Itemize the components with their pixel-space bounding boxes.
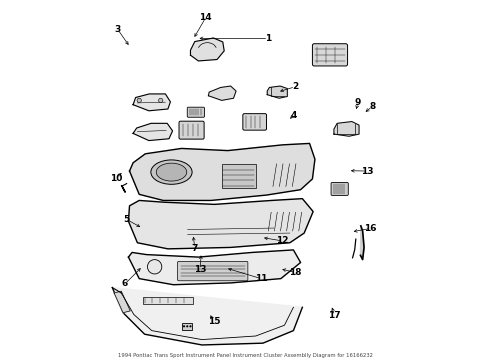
Text: 18: 18 xyxy=(289,268,301,277)
Ellipse shape xyxy=(156,163,187,181)
FancyBboxPatch shape xyxy=(179,121,204,139)
FancyBboxPatch shape xyxy=(331,183,348,195)
Bar xyxy=(221,164,256,188)
FancyBboxPatch shape xyxy=(177,261,248,281)
Circle shape xyxy=(183,325,185,327)
Text: 15: 15 xyxy=(208,317,220,326)
FancyBboxPatch shape xyxy=(243,114,267,130)
Text: 8: 8 xyxy=(369,102,375,111)
Text: 11: 11 xyxy=(255,274,268,283)
Circle shape xyxy=(186,325,188,327)
Text: 14: 14 xyxy=(199,13,212,22)
Text: 12: 12 xyxy=(276,237,289,246)
Text: 6: 6 xyxy=(122,279,128,288)
Polygon shape xyxy=(208,86,236,100)
Polygon shape xyxy=(267,86,287,98)
Text: 7: 7 xyxy=(192,244,198,253)
Text: 13: 13 xyxy=(361,167,373,176)
Ellipse shape xyxy=(151,160,192,184)
Text: 3: 3 xyxy=(115,25,121,34)
Polygon shape xyxy=(112,288,302,345)
FancyBboxPatch shape xyxy=(313,44,347,66)
Polygon shape xyxy=(133,123,172,140)
Text: 9: 9 xyxy=(355,98,361,107)
Polygon shape xyxy=(133,94,171,111)
Bar xyxy=(143,297,193,304)
Text: 2: 2 xyxy=(292,82,298,91)
Circle shape xyxy=(159,98,163,103)
Text: 13: 13 xyxy=(194,265,206,274)
Polygon shape xyxy=(361,226,364,260)
Polygon shape xyxy=(129,143,315,201)
FancyBboxPatch shape xyxy=(187,107,204,117)
Circle shape xyxy=(147,260,162,274)
Circle shape xyxy=(137,98,141,103)
Text: 16: 16 xyxy=(364,224,377,233)
Text: 10: 10 xyxy=(110,174,122,183)
Text: 17: 17 xyxy=(328,311,341,320)
Bar xyxy=(182,323,192,329)
Text: 1994 Pontiac Trans Sport Instrument Panel Instrument Cluster Assemblly Diagram f: 1994 Pontiac Trans Sport Instrument Pane… xyxy=(118,352,372,357)
Text: 5: 5 xyxy=(123,215,130,224)
Polygon shape xyxy=(128,199,313,249)
Polygon shape xyxy=(114,291,130,313)
Polygon shape xyxy=(191,38,224,61)
Text: 1: 1 xyxy=(265,34,271,43)
Circle shape xyxy=(190,325,192,327)
Polygon shape xyxy=(128,250,300,285)
Text: 4: 4 xyxy=(290,111,296,120)
Polygon shape xyxy=(334,122,359,136)
